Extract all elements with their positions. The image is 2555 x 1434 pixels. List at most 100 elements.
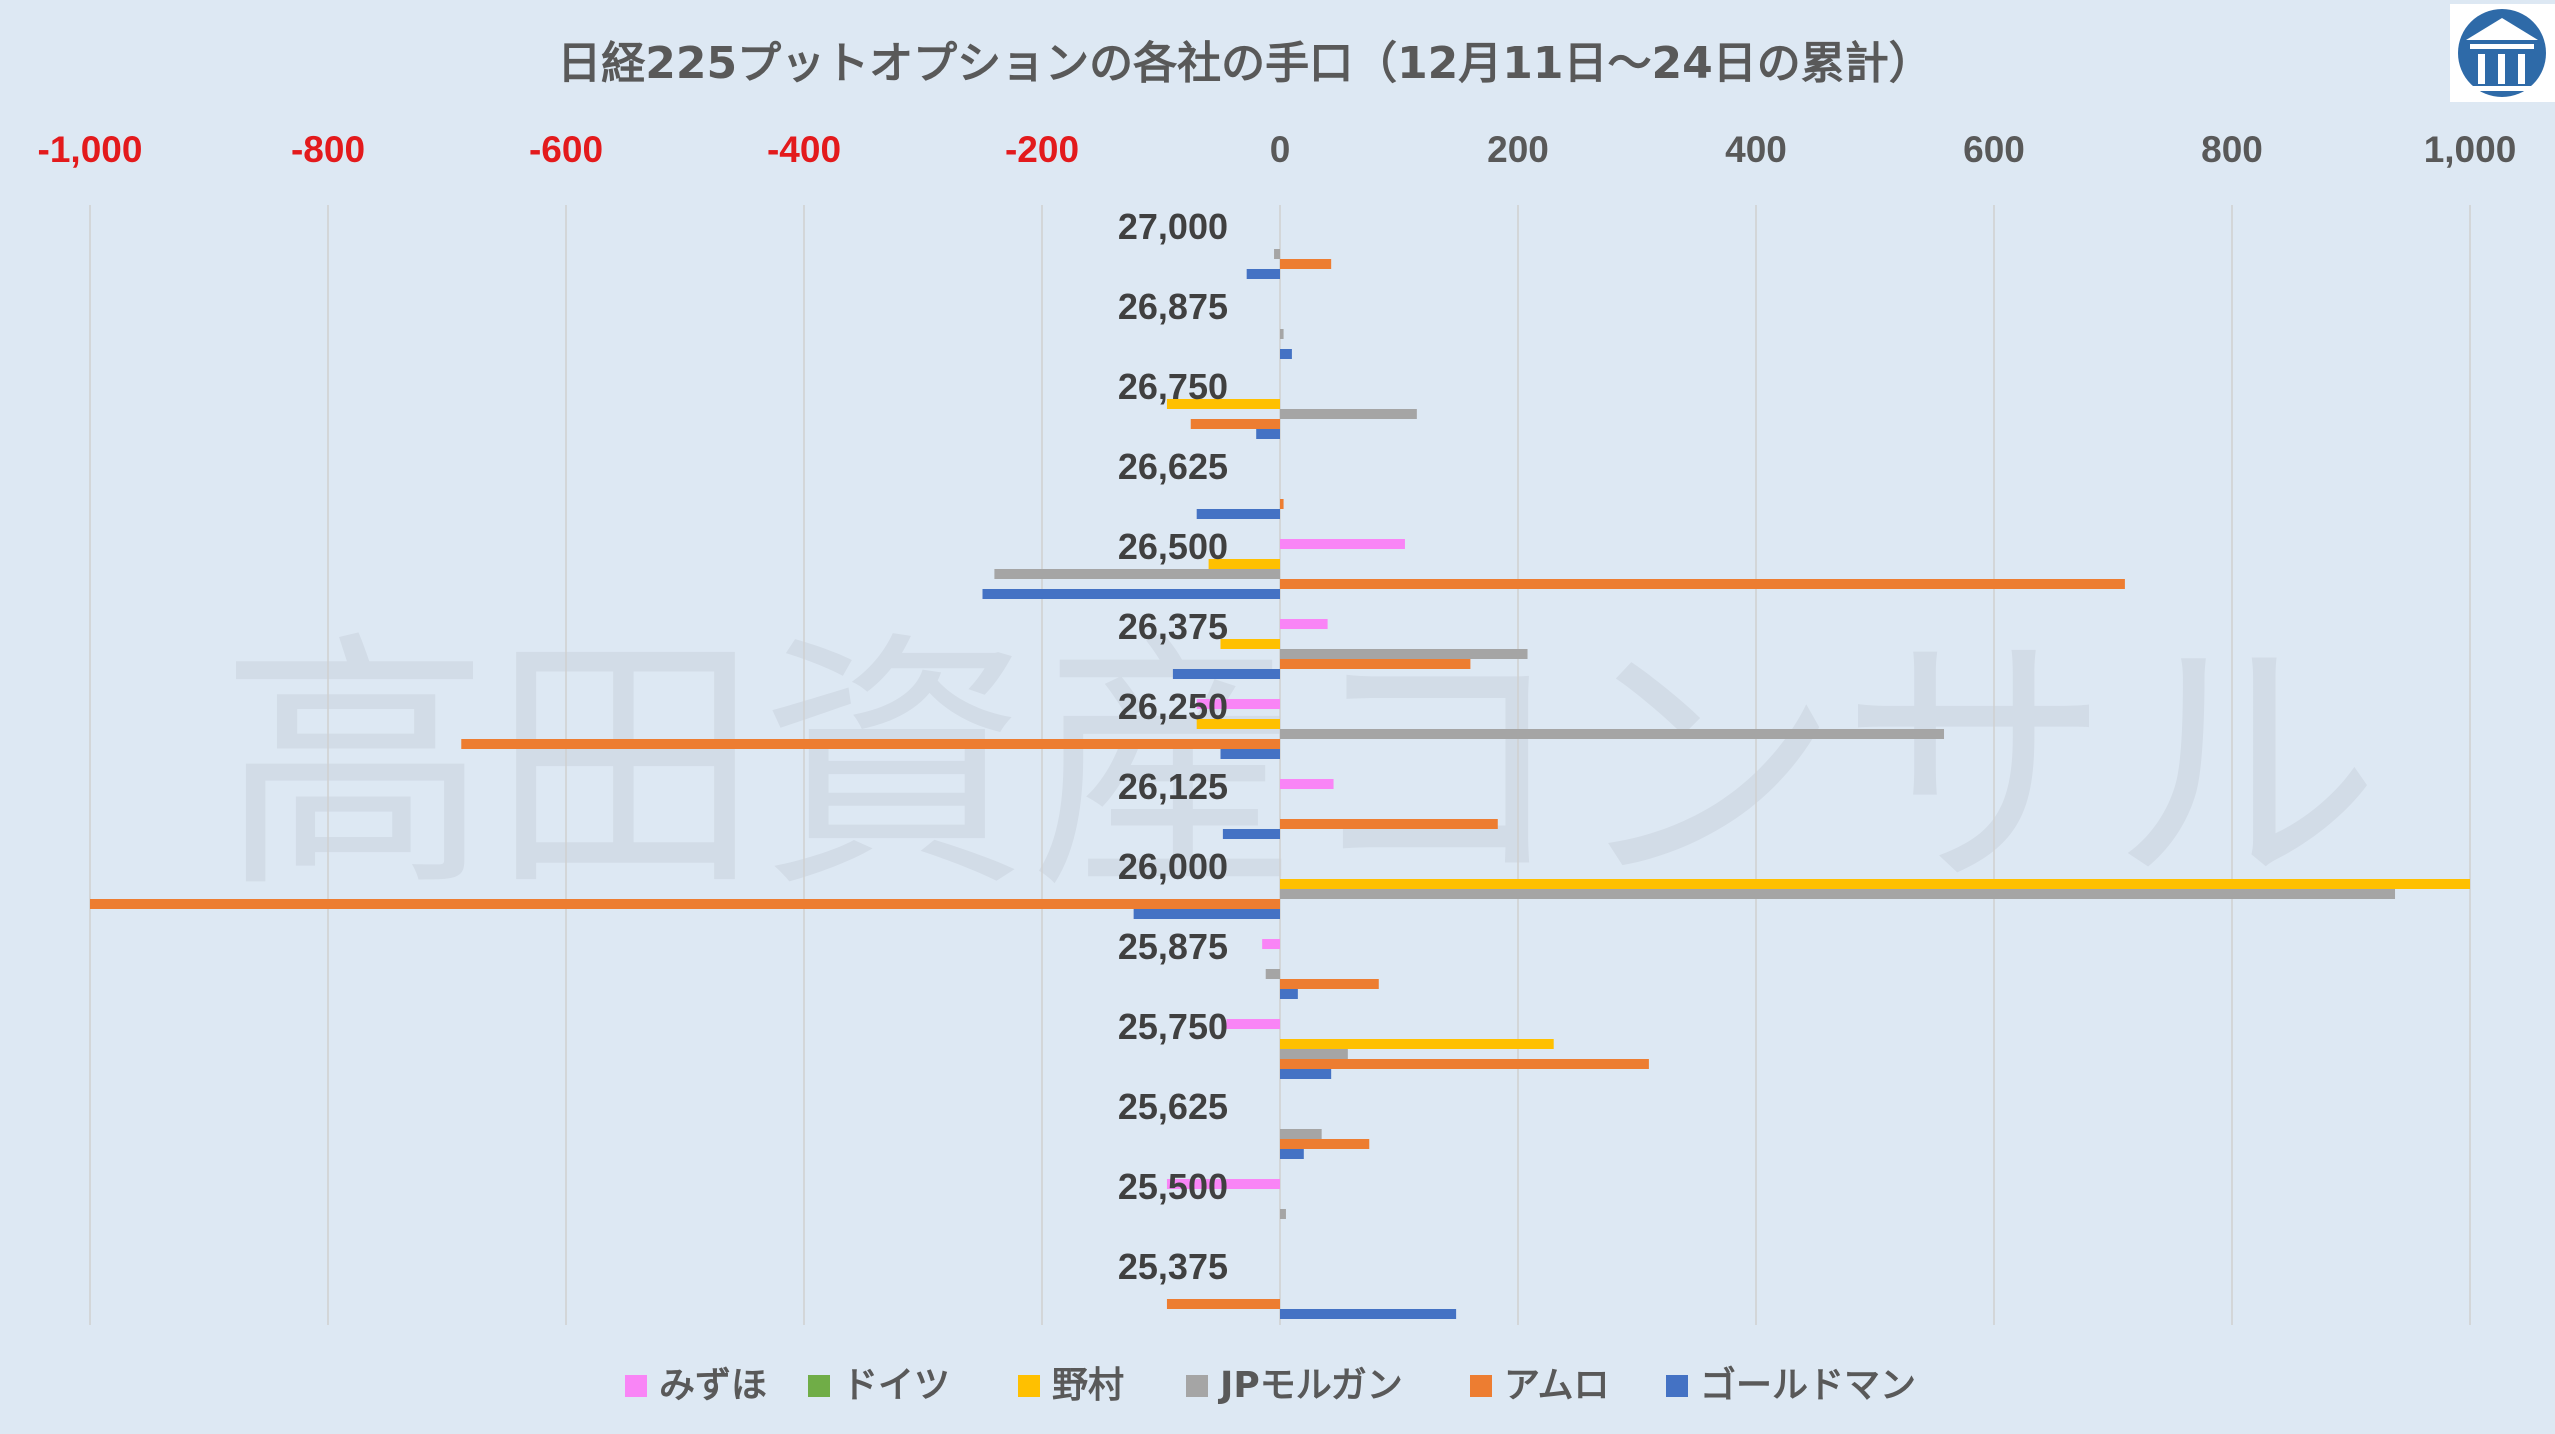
x-tick-label: 200 — [1487, 129, 1549, 170]
bar — [1280, 1139, 1370, 1149]
bar — [1196, 699, 1280, 709]
bar — [1196, 509, 1280, 519]
legend-label: 野村 — [1052, 1365, 1124, 1406]
x-tick-label: -400 — [767, 129, 841, 170]
category-label: 26,625 — [1118, 446, 1228, 487]
bar — [1280, 889, 2396, 899]
bar — [1280, 259, 1332, 269]
bar — [1280, 989, 1298, 999]
x-tick-label: 0 — [1270, 129, 1291, 170]
category-label: 26,500 — [1118, 526, 1228, 567]
bar — [982, 589, 1280, 599]
legend-label: ゴールドマン — [1700, 1364, 1916, 1406]
legend-swatch — [808, 1375, 830, 1397]
category-label: 25,375 — [1118, 1246, 1228, 1287]
bar — [1280, 1039, 1554, 1049]
category-label: 25,875 — [1118, 926, 1228, 967]
legend-label: ドイツ — [842, 1365, 950, 1406]
building-logo — [2450, 4, 2555, 102]
bar — [1280, 1209, 1286, 1219]
category-label: 26,375 — [1118, 606, 1228, 647]
legend-swatch — [1666, 1375, 1688, 1397]
bar — [1280, 659, 1471, 669]
x-tick-label: -600 — [529, 129, 603, 170]
bar — [1280, 579, 2125, 589]
category-label: 25,625 — [1118, 1086, 1228, 1127]
bar — [1220, 749, 1280, 759]
bar — [1246, 269, 1280, 279]
bar — [461, 739, 1280, 749]
bar — [1280, 979, 1379, 989]
x-axis-ticks: -1,000 -800 -600 -400 -200 0 200 400 600 800 1,000 — [38, 129, 2517, 170]
bar — [1280, 1149, 1304, 1159]
category-labels: 27,000 26,875 26,750 26,625 26,500 26,375 26,2… — [1118, 206, 1228, 1287]
bar — [1280, 619, 1328, 629]
bar — [1280, 349, 1292, 359]
x-tick-label: 600 — [1963, 129, 2025, 170]
category-label: 26,875 — [1118, 286, 1228, 327]
bars — [90, 249, 2470, 1319]
bar — [1280, 1309, 1457, 1319]
legend-swatch — [1186, 1375, 1208, 1397]
bar — [1262, 939, 1280, 949]
logo-beam — [2470, 44, 2534, 49]
category-label: 26,125 — [1118, 766, 1228, 807]
logo-pillar-right — [2518, 54, 2525, 84]
category-label: 27,000 — [1118, 206, 1228, 247]
bar — [994, 569, 1280, 579]
bar — [1190, 419, 1280, 429]
x-tick-label: 1,000 — [2424, 129, 2517, 170]
x-tick-label: -800 — [291, 129, 365, 170]
bar — [1208, 559, 1280, 569]
legend-label: みずほ — [659, 1365, 767, 1406]
bar — [1280, 779, 1334, 789]
logo-pillar-left — [2478, 54, 2485, 84]
bar — [1172, 669, 1280, 679]
bar — [1280, 729, 1945, 739]
bar — [1256, 429, 1280, 439]
bar — [1133, 909, 1280, 919]
bar — [1166, 1299, 1280, 1309]
bar — [1166, 399, 1280, 409]
bar — [1226, 1019, 1280, 1029]
legend-swatch — [1018, 1375, 1040, 1397]
bar — [1222, 829, 1280, 839]
bar — [1280, 499, 1284, 509]
category-label: 26,000 — [1118, 846, 1228, 887]
bar — [1280, 1049, 1348, 1059]
x-tick-label: 800 — [2201, 129, 2263, 170]
logo-base — [2468, 86, 2536, 91]
bar — [1196, 719, 1280, 729]
bar — [1220, 639, 1280, 649]
legend-swatch — [1470, 1375, 1492, 1397]
bar — [1265, 969, 1280, 979]
bar — [1280, 1059, 1649, 1069]
category-label: 25,500 — [1118, 1166, 1228, 1207]
category-label: 26,250 — [1118, 686, 1228, 727]
category-label: 26,750 — [1118, 366, 1228, 407]
legend-label: アムロ — [1504, 1365, 1609, 1406]
x-tick-label: -200 — [1005, 129, 1079, 170]
legend: みずほ ドイツ 野村 JPモルガン アムロ ゴールドマン — [625, 1364, 1916, 1406]
bar — [1280, 819, 1498, 829]
bar — [1280, 1069, 1332, 1079]
bar — [1280, 1129, 1322, 1139]
category-label: 25,750 — [1118, 1006, 1228, 1047]
bar — [1166, 1179, 1280, 1189]
logo-pillar-center — [2498, 54, 2505, 84]
gridlines — [89, 205, 2471, 1325]
bar — [90, 899, 1280, 909]
logo-roof — [2466, 18, 2538, 40]
legend-swatch — [625, 1375, 647, 1397]
bar — [1280, 649, 1528, 659]
legend-label: JPモルガン — [1217, 1365, 1403, 1406]
bar — [1280, 329, 1284, 339]
bar — [1274, 249, 1280, 259]
x-tick-label: -1,000 — [38, 129, 143, 170]
chart-title: 日経225プットオプションの各社の手口（12月11日〜24日の累計） — [557, 38, 1933, 89]
bar — [1280, 539, 1405, 549]
x-tick-label: 400 — [1725, 129, 1787, 170]
bar — [1280, 879, 2470, 889]
